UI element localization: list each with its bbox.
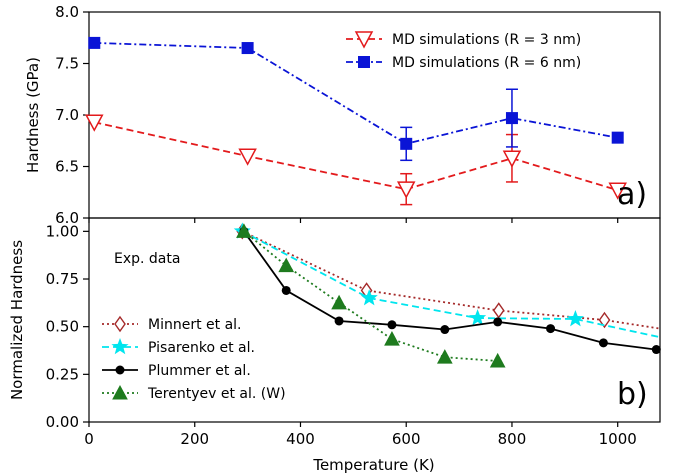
series-line: [241, 230, 661, 339]
data-point: [598, 338, 608, 348]
legend-entry-2: Plummer et al.: [102, 363, 251, 379]
data-point: [334, 316, 344, 326]
data-point: [436, 349, 453, 364]
series-line: [243, 230, 498, 362]
panel-b-xlabel: Temperature (K): [312, 456, 434, 474]
panel-a-legend: MD simulations (R = 3 nm) MD simulations …: [346, 31, 581, 71]
panel-a-series: [85, 36, 627, 206]
panel-b-annotation: Exp. data: [114, 251, 180, 267]
data-point: [546, 324, 556, 334]
panel-b-series: [233, 222, 661, 368]
x-tick-label: 0: [84, 430, 94, 448]
panel-b-ticks: 0.00 0.25 0.50 0.75 1.00 0 200 400 600 800 1000: [46, 222, 637, 448]
data-point: [598, 311, 611, 329]
y-tick-label: 6.0: [55, 209, 79, 227]
data-point: [400, 137, 413, 150]
data-point: [505, 112, 518, 125]
data-point: [566, 310, 584, 327]
legend-marker: [112, 384, 128, 400]
panel-b-legend: Minnert et al. Pisarenko et al. Plummer et…: [102, 315, 286, 402]
legend-entry-0: Minnert et al.: [102, 315, 242, 333]
x-tick-label: 400: [286, 430, 315, 448]
series-1: [233, 222, 661, 339]
legend-marker: [114, 315, 126, 333]
y-tick-label: 0.75: [46, 270, 79, 288]
legend-label: MD simulations (R = 3 nm): [392, 32, 581, 48]
panel-a-ylabel: Hardness (GPa): [24, 57, 42, 173]
data-point: [331, 294, 347, 310]
data-point: [241, 42, 254, 55]
data-point: [469, 309, 487, 326]
data-point: [608, 182, 627, 200]
series-line: [94, 121, 618, 192]
series-3: [236, 223, 506, 368]
x-tick-label: 1000: [599, 430, 637, 448]
data-point: [440, 325, 450, 335]
legend-entry-3: Terentyev et al. (W): [102, 384, 286, 402]
data-point: [88, 36, 101, 49]
series-2: [239, 226, 661, 355]
data-point: [396, 181, 416, 199]
x-tick-label: 600: [392, 430, 421, 448]
y-tick-label: 6.5: [55, 158, 79, 176]
data-point: [85, 114, 104, 132]
legend-marker: [358, 56, 370, 68]
y-tick-label: 0.00: [46, 413, 79, 431]
data-point: [387, 320, 397, 330]
legend-label: Pisarenko et al.: [148, 340, 255, 356]
legend-entry-0: MD simulations (R = 3 nm): [346, 31, 581, 49]
y-tick-label: 7.0: [55, 106, 79, 124]
series-line: [243, 230, 657, 351]
data-point: [651, 345, 661, 355]
panel-b-ylabel: Normalized Hardness: [8, 240, 26, 400]
panel-a-ticks: 6.0 6.5 7.0 7.5 8.0: [55, 3, 619, 227]
data-point: [502, 150, 522, 168]
x-tick-label: 200: [180, 430, 209, 448]
panel-b-frame: [88, 217, 661, 423]
legend-label: MD simulations (R = 6 nm): [392, 55, 581, 71]
data-point: [236, 223, 252, 238]
legend-marker: [115, 365, 125, 375]
y-tick-label: 0.25: [46, 365, 79, 383]
legend-label: Minnert et al.: [148, 317, 242, 333]
legend-marker: [354, 31, 374, 49]
data-point: [238, 148, 257, 166]
panel-a-label: a): [617, 177, 647, 212]
data-point: [360, 289, 378, 306]
legend-label: Plummer et al.: [148, 363, 251, 379]
y-tick-label: 7.5: [55, 55, 79, 73]
data-point: [493, 317, 503, 327]
panel-b-normalized-hardness: 0.00 0.25 0.50 0.75 1.00 0 200 400 600 800 1000 No…: [8, 217, 661, 474]
x-tick-label: 800: [498, 430, 527, 448]
data-point: [281, 285, 291, 295]
y-tick-label: 0.50: [46, 318, 79, 336]
legend-label: Terentyev et al. (W): [147, 386, 286, 402]
legend-marker: [111, 338, 129, 355]
data-point: [489, 352, 506, 368]
panel-a-hardness: 6.0 6.5 7.0 7.5 8.0 Hardness (GPa) a) MD sim…: [24, 3, 661, 227]
series-0: [85, 114, 627, 206]
data-point: [611, 131, 624, 144]
y-tick-label: 1.00: [46, 222, 79, 240]
legend-entry-1: Pisarenko et al.: [102, 338, 255, 356]
legend-entry-1: MD simulations (R = 6 nm): [346, 55, 581, 71]
panel-b-label: b): [617, 377, 648, 412]
y-tick-label: 8.0: [55, 3, 79, 21]
series-1: [88, 36, 624, 162]
data-point: [492, 302, 505, 319]
data-point: [384, 331, 400, 346]
series-line: [94, 42, 618, 145]
data-point: [278, 257, 295, 273]
